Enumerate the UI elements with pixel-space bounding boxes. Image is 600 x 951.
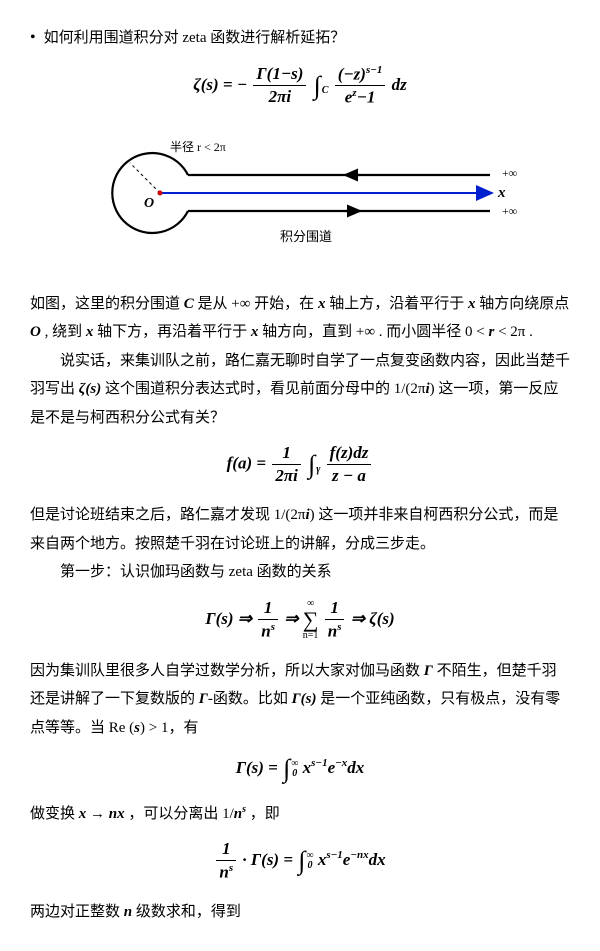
origin-point (158, 191, 163, 196)
inf-bottom: +∞ (502, 204, 517, 218)
paragraph-gamma-intro: 因为集训队里很多人自学过数学分析，所以大家对伽马函数 Γ 不陌生，但楚千羽还是讲… (30, 657, 570, 743)
paragraph-step1: 第一步：认识伽玛函数与 zeta 函数的关系 (30, 558, 570, 587)
x-label: x (497, 185, 506, 201)
radius-label: 半径 r < 2π (170, 140, 226, 154)
paragraph-cauchy-thought: 说实话，来集训队之前，路仁嘉无聊时自学了一点复变函数内容，因此当楚千羽写出 ζ(… (30, 347, 570, 433)
section-heading: • 如何利用围道积分对 zeta 函数进行解析延拓？ (30, 24, 570, 53)
equation-cauchy: f(a) = 12πi ∫ γ f(z)dzz − a (30, 442, 570, 487)
radius-line (130, 163, 160, 193)
heading-text: 如何利用围道积分对 zeta 函数进行解析延拓？ (44, 24, 346, 53)
paragraph-contour-desc: 如图，这里的积分围道 C 是从 +∞ 开始，在 x 轴上方，沿着平行于 x 轴方… (30, 290, 570, 347)
paragraph-sum-both: 两边对正整数 n 级数求和，得到 (30, 898, 570, 927)
inf-top: +∞ (502, 166, 517, 180)
bullet-icon: • (30, 30, 36, 46)
paragraph-substitution: 做变换 x → nx ，可以分离出 1/ns ，即 (30, 800, 570, 829)
equation-gamma-over-ns: 1ns · Γ(s) = ∫∞0 xs−1e−nxdx (30, 838, 570, 884)
contour-diagram: 半径 r < 2π O x +∞ +∞ 积分围道 (30, 123, 570, 274)
equation-zeta-contour: ζ(s) = − Γ(1−s)2πi ∫ C (−z)s−1 ez−1 dz (30, 63, 570, 110)
origin-label: O (144, 196, 154, 211)
equation-gamma-zeta-relation: Γ(s) ⇒ 1ns ⇒ ∞ ∑ n=1 1ns ⇒ ζ(s) (30, 597, 570, 643)
contour-svg: 半径 r < 2π O x +∞ +∞ 积分围道 (70, 123, 530, 263)
paragraph-not-cauchy: 但是讨论班结束之后，路仁嘉才发现 1/(2πi) 这一项并非来自柯西积分公式，而… (30, 501, 570, 558)
diagram-caption: 积分围道 (280, 229, 332, 244)
equation-gamma-def: Γ(s) = ∫∞0 xs−1e−xdx (30, 752, 570, 786)
